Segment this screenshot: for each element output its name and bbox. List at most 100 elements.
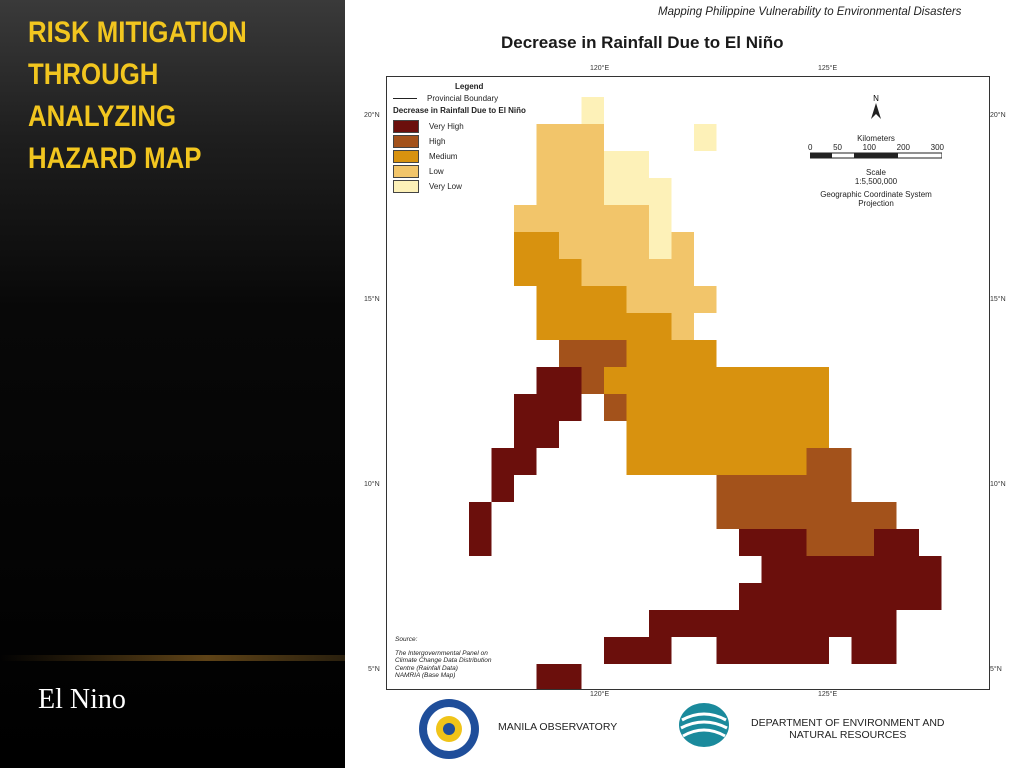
hazard-cell bbox=[851, 583, 874, 610]
legend-class-row: Medium bbox=[393, 149, 563, 164]
hazard-cell bbox=[761, 475, 784, 502]
source-lines: The Intergovernmental Panel on Climate C… bbox=[395, 649, 492, 680]
hazard-cell bbox=[919, 556, 942, 583]
hazard-cell bbox=[761, 421, 784, 448]
hazard-cell bbox=[649, 286, 672, 313]
scale-bar-block: Kilometers 0 50 100 200 300 Scale 1:5,50… bbox=[806, 134, 946, 208]
hazard-cell bbox=[581, 286, 604, 313]
hazard-cell bbox=[784, 448, 807, 475]
hazard-cell bbox=[604, 151, 627, 178]
scale-tick: 0 bbox=[808, 143, 813, 152]
hazard-cell bbox=[874, 529, 897, 556]
hazard-cell bbox=[806, 448, 829, 475]
hazard-cell bbox=[649, 610, 672, 637]
hazard-cell bbox=[716, 637, 739, 664]
hazard-cell bbox=[626, 448, 649, 475]
hazard-cell bbox=[806, 394, 829, 421]
hazard-cell bbox=[559, 340, 582, 367]
hazard-cell bbox=[626, 259, 649, 286]
hazard-cell bbox=[716, 475, 739, 502]
hazard-cell bbox=[581, 97, 604, 124]
hazard-cell bbox=[581, 313, 604, 340]
hazard-cell bbox=[761, 448, 784, 475]
hazard-cell bbox=[671, 394, 694, 421]
hazard-cell bbox=[626, 205, 649, 232]
boundary-line-symbol bbox=[393, 98, 417, 99]
hazard-cell bbox=[739, 475, 762, 502]
hazard-cell bbox=[829, 529, 852, 556]
hazard-cell bbox=[761, 529, 784, 556]
bottom-tick-120: 120°E bbox=[590, 691, 610, 698]
logo-strip: MANILA OBSERVATORY DEPARTMENT OF ENVIRON… bbox=[345, 690, 1024, 768]
right-tick-5: 5°N bbox=[990, 666, 1002, 673]
hazard-cell bbox=[671, 259, 694, 286]
hazard-cell bbox=[536, 394, 559, 421]
hazard-cell bbox=[739, 610, 762, 637]
hazard-cell bbox=[559, 205, 582, 232]
hazard-cell bbox=[761, 556, 784, 583]
hazard-cell bbox=[604, 286, 627, 313]
hazard-cell bbox=[851, 610, 874, 637]
hazard-cell bbox=[694, 340, 717, 367]
hazard-cell bbox=[536, 313, 559, 340]
legend-class-row: Low bbox=[393, 164, 563, 179]
legend-swatch bbox=[393, 180, 419, 193]
hazard-cell bbox=[806, 475, 829, 502]
hazard-cell bbox=[716, 610, 739, 637]
hazard-cell bbox=[469, 529, 492, 556]
hazard-cell bbox=[829, 502, 852, 529]
hazard-cell bbox=[626, 178, 649, 205]
scale-ticks: 0 50 100 200 300 bbox=[808, 143, 944, 152]
legend-swatch bbox=[393, 150, 419, 163]
hazard-cell bbox=[514, 448, 537, 475]
hazard-cell bbox=[491, 475, 514, 502]
hazard-cell bbox=[649, 448, 672, 475]
hazard-cell bbox=[626, 421, 649, 448]
hazard-cell bbox=[716, 448, 739, 475]
hazard-cell bbox=[604, 313, 627, 340]
hazard-cell bbox=[559, 178, 582, 205]
hazard-cell bbox=[761, 583, 784, 610]
map-frame bbox=[386, 76, 990, 690]
hazard-cell bbox=[536, 367, 559, 394]
hazard-cell bbox=[671, 421, 694, 448]
hazard-cell bbox=[649, 205, 672, 232]
hazard-cell bbox=[491, 448, 514, 475]
hazard-cell bbox=[604, 178, 627, 205]
legend-boundary-row: Provincial Boundary bbox=[393, 91, 563, 106]
hazard-cell bbox=[604, 205, 627, 232]
hazard-cell bbox=[559, 313, 582, 340]
hazard-cell bbox=[604, 340, 627, 367]
hazard-cell bbox=[626, 394, 649, 421]
hazard-cell bbox=[649, 394, 672, 421]
hazard-cell bbox=[806, 502, 829, 529]
legend-title: Legend bbox=[455, 82, 484, 91]
legend-boundary-label: Provincial Boundary bbox=[427, 94, 499, 103]
hazard-cell bbox=[559, 664, 582, 689]
legend-class-row: High bbox=[393, 134, 563, 149]
hazard-cell bbox=[626, 151, 649, 178]
slide-title: RISK MITIGATION THROUGH ANALYZING HAZARD… bbox=[28, 16, 247, 175]
hazard-cell bbox=[829, 610, 852, 637]
map-legend: Legend Provincial Boundary Decrease in R… bbox=[393, 82, 563, 194]
hazard-cell bbox=[851, 502, 874, 529]
hazard-cell bbox=[716, 502, 739, 529]
legend-class-label: Medium bbox=[429, 152, 458, 161]
hazard-cell bbox=[671, 367, 694, 394]
hazard-cell bbox=[874, 556, 897, 583]
scale-tick: 100 bbox=[862, 143, 876, 152]
hazard-cell bbox=[649, 637, 672, 664]
hazard-cell bbox=[649, 178, 672, 205]
north-label: N bbox=[873, 94, 879, 103]
hazard-cell bbox=[739, 448, 762, 475]
right-tick-20: 20°N bbox=[990, 112, 1006, 119]
hazard-cell bbox=[514, 232, 537, 259]
hazard-cell bbox=[896, 529, 919, 556]
legend-subtitle: Decrease in Rainfall Due to El Niño bbox=[393, 106, 526, 115]
hazard-cell bbox=[671, 232, 694, 259]
hazard-cell bbox=[604, 259, 627, 286]
hazard-cell bbox=[694, 610, 717, 637]
hazard-cell bbox=[694, 124, 717, 151]
hazard-cell bbox=[536, 205, 559, 232]
hazard-cell bbox=[581, 259, 604, 286]
